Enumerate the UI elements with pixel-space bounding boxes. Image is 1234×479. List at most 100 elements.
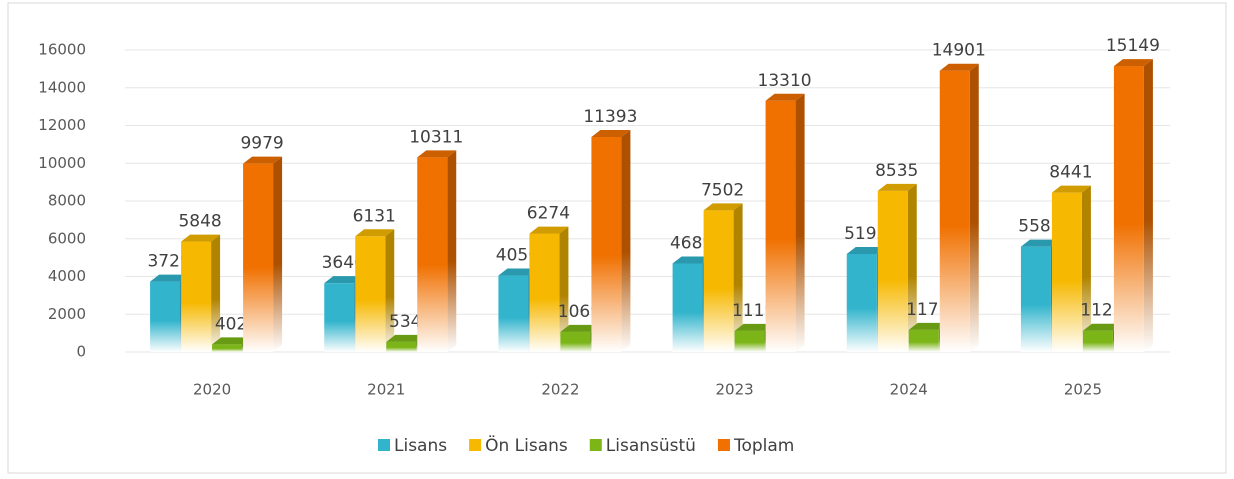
- bar: [150, 281, 181, 352]
- bar-top: [324, 276, 364, 284]
- value-label: 6274: [527, 204, 570, 224]
- bar-top: [560, 324, 600, 332]
- legend-label: Ön Lisans: [485, 434, 568, 456]
- bar-side: [273, 156, 283, 352]
- value-label: 15149: [1106, 36, 1160, 56]
- bar-side: [621, 129, 631, 352]
- legend-label: Toplam: [733, 436, 794, 456]
- x-tick-label: 2025: [1064, 381, 1102, 399]
- legend-swatch: [378, 439, 390, 451]
- bar: [324, 283, 355, 352]
- value-label: 3646: [322, 253, 365, 273]
- bar-side: [1081, 185, 1091, 352]
- bar-top: [181, 234, 221, 242]
- value-label: 10311: [409, 127, 463, 147]
- legend-label: Lisansüstü: [606, 436, 696, 456]
- y-tick-label: 16000: [38, 41, 86, 59]
- bar: [877, 190, 908, 352]
- y-tick-label: 10000: [38, 154, 86, 172]
- y-tick-label: 8000: [48, 192, 86, 210]
- bar-top: [1020, 239, 1060, 247]
- y-tick-label: 12000: [38, 116, 86, 134]
- bar-top: [529, 226, 569, 234]
- bar: [1020, 246, 1051, 352]
- legend-swatch: [717, 439, 730, 451]
- bar-side: [559, 226, 569, 352]
- x-tick-label: 2024: [890, 381, 928, 399]
- bar-top: [150, 274, 190, 282]
- bar-top: [417, 150, 457, 158]
- y-tick-label: 2000: [48, 305, 86, 323]
- bar-side: [1143, 59, 1153, 353]
- x-tick-label: 2022: [541, 381, 579, 399]
- value-label: 1069: [558, 302, 601, 322]
- bar: [734, 330, 765, 352]
- bar: [591, 136, 622, 352]
- bar-top: [908, 322, 948, 330]
- x-tick-label: 2020: [193, 381, 231, 399]
- bar: [908, 329, 939, 352]
- bar-top: [765, 93, 805, 101]
- bar: [529, 233, 560, 352]
- bar-top: [498, 268, 538, 276]
- y-tick-label: 14000: [38, 78, 86, 96]
- bar-side: [795, 93, 805, 353]
- bar-top: [846, 246, 886, 254]
- bar: [386, 341, 417, 352]
- legend-swatch: [589, 439, 602, 451]
- bar: [1113, 66, 1144, 352]
- bar: [355, 236, 386, 352]
- value-label: 13310: [758, 71, 812, 91]
- bar-top: [703, 203, 743, 211]
- bar: [498, 275, 529, 352]
- value-label: 6131: [353, 206, 396, 226]
- bar-side: [385, 229, 395, 352]
- bar-side: [211, 234, 221, 352]
- y-tick-label: 0: [76, 343, 86, 361]
- chart-frame: [7, 2, 1227, 474]
- bar: [181, 241, 212, 352]
- bar: [1051, 192, 1082, 352]
- bar-top: [877, 183, 917, 191]
- bar: [1082, 330, 1113, 352]
- value-label: 5848: [178, 212, 221, 232]
- bar-top: [243, 156, 283, 164]
- bar: [939, 70, 970, 352]
- y-tick-label: 4000: [48, 267, 86, 285]
- x-tick-label: 2023: [715, 381, 753, 399]
- bar-top: [355, 229, 395, 237]
- bar-top: [672, 256, 712, 264]
- bar-side: [969, 63, 979, 353]
- value-label: 7502: [701, 180, 744, 200]
- bar-top: [386, 334, 426, 342]
- value-label: 4689: [670, 233, 713, 253]
- bar: [417, 157, 448, 352]
- bar: [765, 100, 796, 353]
- bar-side: [907, 183, 917, 352]
- bar-top: [1113, 59, 1153, 67]
- bar-top: [212, 337, 252, 345]
- bar: [846, 253, 877, 352]
- value-label: 1119: [732, 301, 775, 321]
- value-label: 8535: [875, 161, 918, 181]
- value-label: 9979: [240, 134, 283, 154]
- value-label: 1127: [1080, 301, 1123, 321]
- value-label: 1171: [906, 300, 949, 320]
- bar-side: [447, 150, 457, 352]
- bar-top: [591, 129, 631, 137]
- bar: [703, 210, 734, 352]
- legend-swatch: [469, 439, 482, 451]
- value-label: 5581: [1018, 217, 1061, 237]
- bar: [560, 331, 591, 352]
- bar-top: [1051, 185, 1091, 193]
- bar-side: [733, 203, 743, 352]
- value-label: 5195: [844, 224, 887, 244]
- y-tick-label: 6000: [48, 229, 86, 247]
- legend-label: Lisans: [394, 436, 447, 456]
- value-label: 402: [215, 314, 247, 334]
- bar-top: [1082, 323, 1122, 331]
- value-label: 4050: [496, 246, 539, 266]
- x-tick-label: 2021: [367, 381, 405, 399]
- bar: [212, 344, 243, 352]
